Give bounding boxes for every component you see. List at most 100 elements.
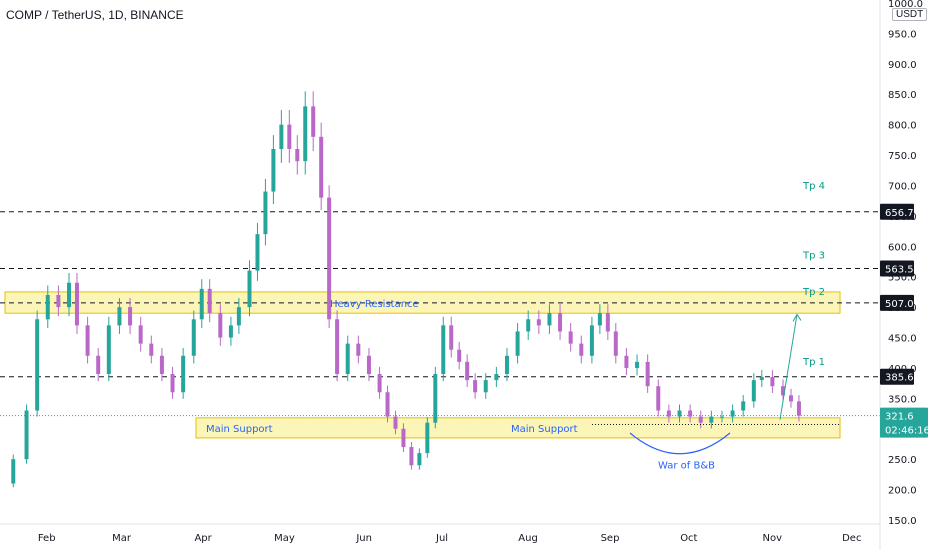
x-tick-label: Jun xyxy=(355,533,372,544)
candle-body xyxy=(303,106,308,162)
y-tick-label: 600.0 xyxy=(888,242,917,253)
y-tick-label: 950.0 xyxy=(888,29,917,40)
pattern-label: War of B&B xyxy=(658,460,715,471)
candle-body xyxy=(35,319,40,411)
candle-body xyxy=(85,325,90,356)
y-tick-label: 150.0 xyxy=(888,516,917,527)
candle-body xyxy=(579,343,584,356)
candle-body xyxy=(247,270,252,308)
candle-body xyxy=(327,197,332,320)
candle-body xyxy=(279,124,284,149)
candle-body xyxy=(547,313,552,326)
x-tick-label: Oct xyxy=(680,533,697,544)
y-tick-label: 350.0 xyxy=(888,394,917,405)
candle-body xyxy=(181,355,186,393)
zone-label-main-support: Main Support xyxy=(206,424,273,435)
candle-body xyxy=(191,319,196,356)
candle-body xyxy=(228,325,233,338)
candle-body xyxy=(24,410,29,460)
candle-body xyxy=(417,453,422,466)
x-tick-label: Nov xyxy=(762,533,782,544)
candle-body xyxy=(483,380,488,393)
y-tick-label: 900.0 xyxy=(888,60,917,71)
candle-body xyxy=(401,428,406,448)
candle-body xyxy=(666,410,671,417)
candle-body xyxy=(218,313,223,338)
target-label: Tp 3 xyxy=(802,250,825,261)
candle-body xyxy=(128,307,133,326)
price-tag-text: 507.0 xyxy=(885,299,914,310)
candle-body xyxy=(263,191,268,235)
candle-body xyxy=(207,288,212,314)
candle-body xyxy=(287,124,292,149)
price-tag-text: 563.5 xyxy=(885,264,914,275)
candle-body xyxy=(377,374,382,393)
candle-body xyxy=(526,319,531,332)
target-label: Tp 4 xyxy=(802,181,825,192)
candle-body xyxy=(335,319,340,375)
candle-body xyxy=(159,355,164,375)
candle-body xyxy=(759,377,764,381)
y-tick-label: 550.0 xyxy=(888,273,917,284)
currency-selector[interactable]: USDT xyxy=(892,8,928,21)
candle-body xyxy=(356,343,361,356)
candle-body xyxy=(45,294,50,320)
y-tick-label: 450.0 xyxy=(888,334,917,345)
price-tag xyxy=(880,294,914,311)
zone-label-main-support: Main Support xyxy=(511,424,578,435)
candle-body xyxy=(385,392,390,417)
y-tick-label: 850.0 xyxy=(888,90,917,101)
candle-body xyxy=(688,410,693,417)
candle-body xyxy=(345,343,350,375)
target-label: Tp 1 xyxy=(802,357,825,368)
candle-body xyxy=(295,148,300,162)
candle-body xyxy=(74,282,79,326)
candle-body xyxy=(311,106,316,137)
x-tick-label: Dec xyxy=(842,533,861,544)
zone-main-support xyxy=(195,417,841,439)
price-tag-text: 656.7 xyxy=(885,208,914,219)
x-tick-label: Sep xyxy=(601,533,620,544)
x-tick-label: May xyxy=(274,533,295,544)
candle-body xyxy=(457,349,462,362)
candle-body xyxy=(536,319,541,326)
candle-body xyxy=(271,148,276,192)
candle-body xyxy=(558,313,563,332)
candle-body xyxy=(199,288,204,320)
y-tick-label: 700.0 xyxy=(888,181,917,192)
candle-body xyxy=(465,361,470,381)
candle-body xyxy=(730,410,735,417)
x-tick-label: Mar xyxy=(112,533,132,544)
price-tag xyxy=(880,368,914,385)
candle-body xyxy=(319,136,324,198)
candle-body xyxy=(494,374,499,381)
candle-body xyxy=(788,395,793,402)
x-tick-label: Apr xyxy=(194,533,212,544)
candle-body xyxy=(138,325,143,344)
candle-body xyxy=(473,380,478,393)
y-tick-label: 1000.0 xyxy=(888,0,923,10)
x-tick-label: Jul xyxy=(435,533,448,544)
x-tick-label: Feb xyxy=(38,533,56,544)
y-tick-label: 200.0 xyxy=(888,486,917,497)
candle-body xyxy=(106,325,111,375)
current-price-text: 321.6 xyxy=(885,412,914,423)
candle-body xyxy=(366,355,371,375)
candle-body xyxy=(677,410,682,417)
candle-body xyxy=(149,343,154,356)
candle-body xyxy=(624,355,629,368)
candle-body xyxy=(568,331,573,344)
price-tag xyxy=(880,260,914,277)
candle-body xyxy=(56,294,61,308)
candle-body xyxy=(433,374,438,423)
candle-body xyxy=(117,307,122,326)
candle-body xyxy=(255,234,260,271)
candle-body xyxy=(635,361,640,368)
candle-body xyxy=(656,386,661,411)
chart-title: COMP / TetherUS, 1D, BINANCE xyxy=(6,8,184,22)
candle-body xyxy=(698,416,703,423)
candle-body xyxy=(741,401,746,411)
price-tag-text: 385.6 xyxy=(885,373,914,384)
candle-body xyxy=(719,416,724,418)
